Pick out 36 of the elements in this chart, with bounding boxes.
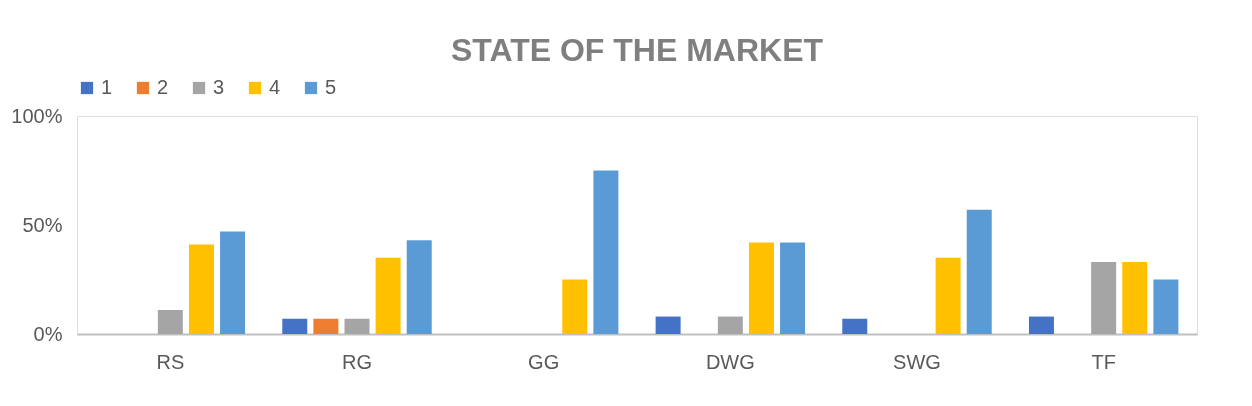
x-tick-label: RS: [156, 350, 185, 373]
bar: [1091, 262, 1117, 334]
y-tick-label: 0%: [33, 322, 63, 345]
bar: [842, 318, 868, 334]
bar: [655, 316, 681, 334]
legend-label: 3: [213, 76, 225, 98]
bar: [1028, 316, 1054, 334]
bar: [1153, 279, 1179, 334]
bar: [344, 318, 370, 334]
bar: [1122, 262, 1148, 334]
bar: [717, 316, 743, 334]
legend-label: 1: [101, 76, 113, 98]
bar: [966, 209, 992, 334]
bar: [157, 310, 183, 334]
x-tick-label: GG: [528, 350, 560, 373]
legend-label: 2: [157, 76, 169, 98]
bar: [313, 318, 339, 334]
bar: [220, 231, 246, 334]
x-tick-label: DWG: [705, 350, 755, 373]
x-tick-label: SWG: [893, 350, 941, 373]
bar: [282, 318, 308, 334]
bar: [188, 244, 214, 334]
x-tick-label: TF: [1091, 350, 1116, 373]
bar: [935, 257, 961, 334]
bar: [562, 279, 588, 334]
y-tick-label: 100%: [11, 104, 63, 127]
x-tick-label: RG: [342, 350, 372, 373]
legend-label: 5: [325, 76, 337, 98]
bar: [780, 242, 806, 334]
bar: [406, 240, 432, 334]
chart-title: STATE OF THE MARKET: [450, 32, 824, 68]
bar: [593, 170, 619, 334]
y-tick-label: 50%: [22, 213, 63, 236]
bar: [375, 257, 401, 334]
bar: [748, 242, 774, 334]
legend-label: 4: [269, 76, 281, 98]
